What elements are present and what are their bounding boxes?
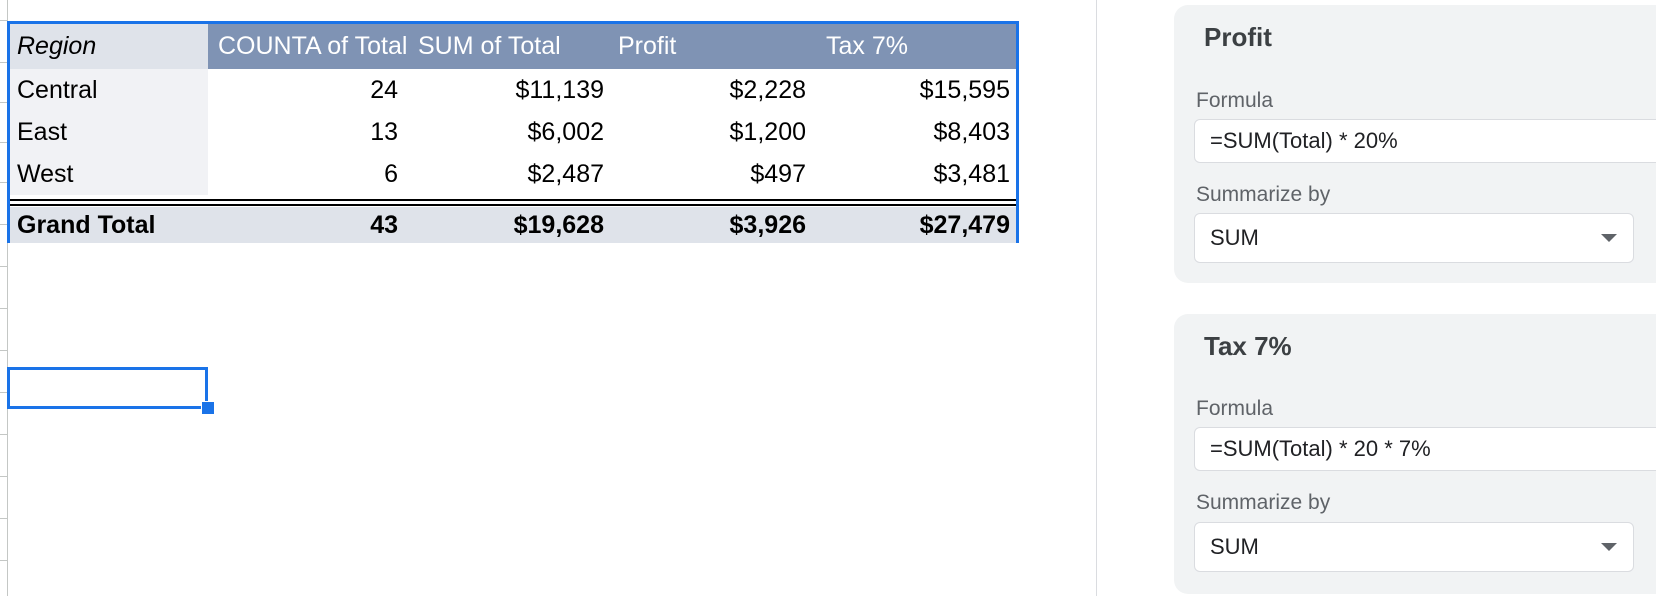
pivot-row-grand-total: Grand Total 43 $19,628 $3,926 $27,479 xyxy=(10,207,1016,243)
row-divider xyxy=(0,392,7,393)
pivot-cell-sum[interactable]: $11,139 xyxy=(515,75,604,104)
row-divider xyxy=(0,476,7,477)
panel-divider[interactable] xyxy=(1096,0,1097,596)
pivot-cell-count[interactable]: 6 xyxy=(384,159,398,188)
pivot-total-count[interactable]: 43 xyxy=(370,210,398,239)
pivot-cell-profit[interactable]: $1,200 xyxy=(729,117,806,146)
pivot-cell-region[interactable]: West xyxy=(10,153,208,195)
pivot-cell-tax[interactable]: $8,403 xyxy=(933,117,1010,146)
calculated-field-title: Tax 7% xyxy=(1204,331,1292,361)
formula-label: Formula xyxy=(1196,397,1274,420)
selected-cell[interactable] xyxy=(7,367,208,409)
row-divider xyxy=(0,142,7,143)
pivot-header-row: Region COUNTA of Total SUM of Total Prof… xyxy=(10,24,1016,69)
pivot-header-count[interactable]: COUNTA of Total xyxy=(218,32,408,60)
pivot-cell-tax[interactable]: $15,595 xyxy=(919,75,1010,104)
pivot-cell-region[interactable]: Central xyxy=(10,69,208,111)
pivot-cell-sum[interactable]: $6,002 xyxy=(527,117,604,146)
row-divider xyxy=(0,266,7,267)
pivot-table[interactable]: Region COUNTA of Total SUM of Total Prof… xyxy=(7,21,1019,243)
summarize-by-dropdown[interactable]: SUM xyxy=(1194,522,1634,572)
summarize-by-dropdown[interactable]: SUM xyxy=(1194,213,1634,263)
pivot-header-sum[interactable]: SUM of Total xyxy=(418,32,561,60)
row-divider xyxy=(0,434,7,435)
grand-total-divider xyxy=(10,199,1016,201)
grand-total-divider xyxy=(10,204,1016,206)
fill-handle[interactable] xyxy=(201,401,215,415)
row-divider xyxy=(0,224,7,225)
calculated-field-card-tax: Tax 7% Formula =SUM(Total) * 20 * 7% Sum… xyxy=(1174,314,1656,594)
row-divider xyxy=(0,62,7,63)
pivot-row-west: West 6 $2,487 $497 $3,481 xyxy=(10,153,1016,195)
spreadsheet-grid[interactable]: Region COUNTA of Total SUM of Total Prof… xyxy=(0,0,1096,596)
calculated-field-card-profit: Profit Formula =SUM(Total) * 20% Summari… xyxy=(1174,5,1656,283)
row-divider xyxy=(0,560,7,561)
pivot-row-central: Central 24 $11,139 $2,228 $15,595 xyxy=(10,69,1016,111)
summarize-by-value: SUM xyxy=(1210,225,1259,250)
pivot-cell-region[interactable]: East xyxy=(10,111,208,153)
pivot-total-tax[interactable]: $27,479 xyxy=(919,210,1010,239)
summarize-by-label: Summarize by xyxy=(1196,491,1331,514)
summarize-by-value: SUM xyxy=(1210,534,1259,559)
pivot-cell-tax[interactable]: $3,481 xyxy=(933,159,1010,188)
pivot-header-region[interactable]: Region xyxy=(10,24,208,69)
row-header-strip[interactable] xyxy=(0,0,8,596)
row-divider xyxy=(0,102,7,103)
pivot-editor-panel: Profit Formula =SUM(Total) * 20% Summari… xyxy=(1098,0,1656,596)
pivot-total-sum[interactable]: $19,628 xyxy=(513,210,604,239)
pivot-header-tax[interactable]: Tax 7% xyxy=(826,32,908,60)
calculated-field-title: Profit xyxy=(1204,22,1272,52)
pivot-cell-count[interactable]: 13 xyxy=(370,117,398,146)
pivot-cell-profit[interactable]: $2,228 xyxy=(729,75,806,104)
pivot-total-label[interactable]: Grand Total xyxy=(17,210,156,239)
summarize-by-label: Summarize by xyxy=(1196,183,1331,206)
row-divider xyxy=(0,350,7,351)
row-divider xyxy=(0,308,7,309)
dropdown-caret-icon xyxy=(1601,234,1617,242)
pivot-cell-sum[interactable]: $2,487 xyxy=(527,159,604,188)
pivot-row-east: East 13 $6,002 $1,200 $8,403 xyxy=(10,111,1016,153)
pivot-cell-profit[interactable]: $497 xyxy=(750,159,806,188)
pivot-header-profit[interactable]: Profit xyxy=(618,32,677,60)
row-divider xyxy=(0,518,7,519)
formula-label: Formula xyxy=(1196,89,1274,112)
pivot-total-profit[interactable]: $3,926 xyxy=(729,210,806,239)
formula-input[interactable]: =SUM(Total) * 20% xyxy=(1194,119,1656,163)
pivot-cell-count[interactable]: 24 xyxy=(370,75,398,104)
row-divider xyxy=(0,182,7,183)
formula-input[interactable]: =SUM(Total) * 20 * 7% xyxy=(1194,427,1656,471)
row-divider xyxy=(0,20,7,21)
dropdown-caret-icon xyxy=(1601,543,1617,551)
